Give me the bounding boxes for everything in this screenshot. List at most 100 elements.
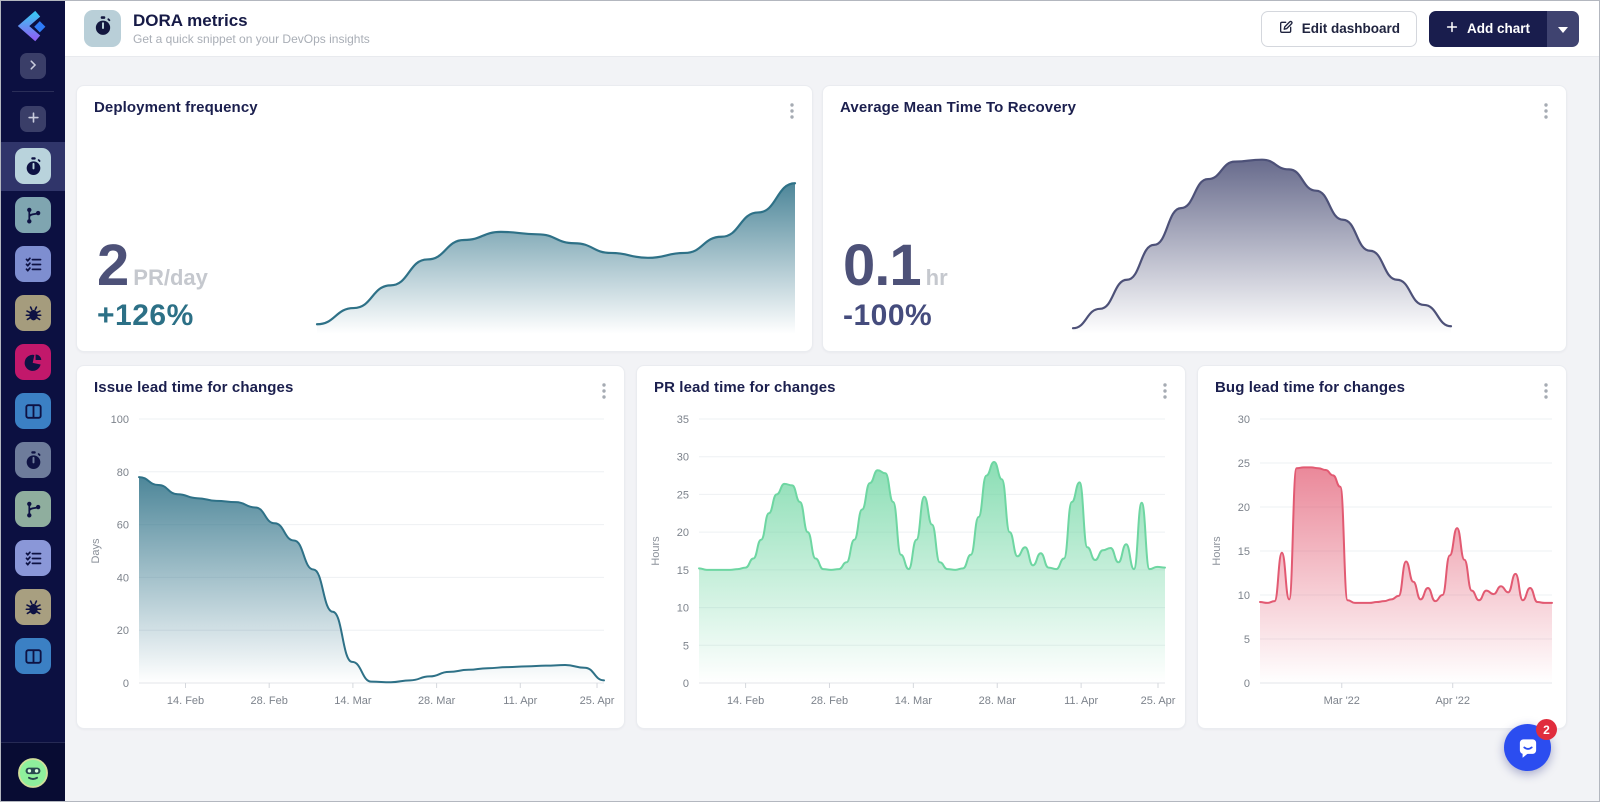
svg-text:Days: Days (90, 538, 102, 564)
checklist-icon (15, 540, 51, 576)
svg-text:14. Feb: 14. Feb (167, 695, 204, 707)
deployment-value: 2 (97, 232, 129, 298)
card-issue-lead-time: Issue lead time for changes 0 20 40 60 80 100… (76, 365, 625, 729)
svg-text:14. Mar: 14. Mar (895, 695, 933, 707)
svg-text:Hours: Hours (1211, 536, 1223, 566)
card-mean-time-to-recovery: Average Mean Time To Recovery 0.1 hr -10… (822, 85, 1567, 352)
plus-icon (1445, 20, 1459, 37)
svg-text:10: 10 (677, 603, 689, 615)
add-chart-menu-button[interactable] (1546, 10, 1579, 47)
svg-text:20: 20 (1238, 502, 1250, 514)
sidebar-item-bug-3[interactable] (1, 289, 65, 338)
more-options-icon[interactable] (1536, 99, 1556, 123)
more-options-icon[interactable] (1155, 379, 1175, 403)
pr-lead-time-chart: 0 5 10 15 20 25 30 35 14. Feb 28. Feb 14. Mar 28. M… (650, 414, 1176, 707)
sidebar-item-checklist-2[interactable] (1, 240, 65, 289)
main-area: DORA metrics Get a quick snippet on your… (65, 1, 1599, 801)
sidebar-item-pie-chart-4[interactable] (1, 338, 65, 387)
svg-text:28. Mar: 28. Mar (418, 695, 456, 707)
sidebar-divider (12, 91, 54, 92)
svg-text:11. Apr: 11. Apr (503, 695, 537, 707)
user-avatar[interactable] (17, 757, 49, 789)
stopwatch-icon (92, 15, 114, 42)
svg-text:11. Apr: 11. Apr (1064, 695, 1098, 707)
svg-text:Mar '22: Mar '22 (1324, 695, 1360, 707)
svg-text:60: 60 (117, 520, 129, 532)
sidebar-item-checklist-8[interactable] (1, 534, 65, 583)
bug-icon (15, 295, 51, 331)
card-title: Bug lead time for changes (1215, 379, 1406, 396)
header-actions: Edit dashboard Add chart (1260, 10, 1579, 47)
more-options-icon[interactable] (594, 379, 614, 403)
svg-text:14. Feb: 14. Feb (727, 695, 764, 707)
sidebar-item-git-branch-1[interactable] (1, 191, 65, 240)
sidebar-item-kanban-10[interactable] (1, 632, 65, 681)
page-header: DORA metrics Get a quick snippet on your… (65, 1, 1599, 57)
sidebar-item-git-branch-7[interactable] (1, 485, 65, 534)
sidebar-item-bug-9[interactable] (1, 583, 65, 632)
robot-avatar-icon (17, 758, 49, 792)
svg-text:28. Mar: 28. Mar (979, 695, 1017, 707)
card-title: Deployment frequency (94, 99, 258, 116)
svg-text:80: 80 (117, 467, 129, 479)
svg-text:20: 20 (677, 527, 689, 539)
add-chart-label: Add chart (1466, 21, 1530, 36)
deployment-delta: +126% (97, 299, 194, 332)
add-chart-split-button: Add chart (1428, 10, 1579, 47)
more-options-icon[interactable] (782, 99, 802, 123)
metric-block: 0.1 hr -100% (843, 232, 1053, 335)
pie-chart-icon (15, 344, 51, 380)
chevron-down-icon (1558, 21, 1568, 36)
mttr-value: 0.1 (843, 232, 922, 298)
svg-text:5: 5 (1244, 634, 1250, 646)
card-deployment-frequency: Deployment frequency 2 PR/day +126% (76, 85, 813, 352)
sidebar-item-stopwatch-6[interactable] (1, 436, 65, 485)
svg-text:5: 5 (683, 640, 689, 652)
dashboard-row-2: Issue lead time for changes 0 20 40 60 80 100… (76, 365, 1567, 729)
page-title: DORA metrics (133, 10, 248, 30)
svg-text:Apr '22: Apr '22 (1435, 695, 1470, 707)
card-title: Average Mean Time To Recovery (840, 99, 1077, 116)
svg-text:0: 0 (683, 678, 689, 690)
page-meta: DORA metrics Get a quick snippet on your… (133, 11, 370, 46)
sidebar-item-kanban-5[interactable] (1, 387, 65, 436)
bug-icon (15, 589, 51, 625)
sidebar-item-stopwatch-0[interactable] (1, 142, 65, 191)
sidebar-bottom (1, 742, 65, 801)
sidebar-bottom-divider (1, 742, 65, 743)
svg-text:15: 15 (677, 565, 689, 577)
page-subtitle: Get a quick snippet on your DevOps insig… (133, 32, 370, 47)
metric-block: 2 PR/day +126% (97, 232, 307, 335)
chat-launcher-button[interactable]: 2 (1504, 719, 1557, 771)
issue-lead-time-chart: 0 20 40 60 80 100 14. Feb 28. Feb 14. Mar 28. Mar… (90, 414, 615, 707)
svg-text:40: 40 (117, 572, 129, 584)
stopwatch-icon (15, 442, 51, 478)
add-chart-button[interactable]: Add chart (1428, 10, 1546, 47)
sidebar-nav (1, 142, 65, 681)
kanban-icon (15, 393, 51, 429)
dashboard-row-1: Deployment frequency 2 PR/day +126% (76, 85, 1567, 352)
svg-text:28. Feb: 28. Feb (811, 695, 848, 707)
sidebar (1, 1, 65, 801)
svg-text:Hours: Hours (650, 536, 662, 566)
kanban-icon (15, 638, 51, 674)
more-options-icon[interactable] (1536, 379, 1556, 403)
card-pr-lead-time: PR lead time for changes 0 5 10 15 20 25 30 35 1… (636, 365, 1186, 729)
svg-text:28. Feb: 28. Feb (251, 695, 288, 707)
mttr-chart (1071, 158, 1453, 334)
svg-text:10: 10 (1238, 590, 1250, 602)
edit-dashboard-label: Edit dashboard (1301, 21, 1400, 36)
chevron-right-icon (26, 58, 40, 75)
mttr-delta: -100% (843, 299, 933, 332)
svg-text:15: 15 (1238, 546, 1250, 558)
edit-dashboard-button[interactable]: Edit dashboard (1260, 10, 1417, 47)
deployment-frequency-chart (315, 182, 797, 334)
bug-lead-time-chart: 0 5 10 15 20 25 30 Mar '22 Apr '22 Hours (1211, 414, 1553, 707)
svg-text:25: 25 (1238, 458, 1250, 470)
sidebar-expand-button[interactable] (20, 53, 46, 79)
svg-text:0: 0 (1244, 678, 1250, 690)
dashboard-content: Deployment frequency 2 PR/day +126% (65, 57, 1599, 801)
svg-text:30: 30 (1238, 414, 1250, 426)
sidebar-add-button[interactable] (20, 106, 46, 132)
